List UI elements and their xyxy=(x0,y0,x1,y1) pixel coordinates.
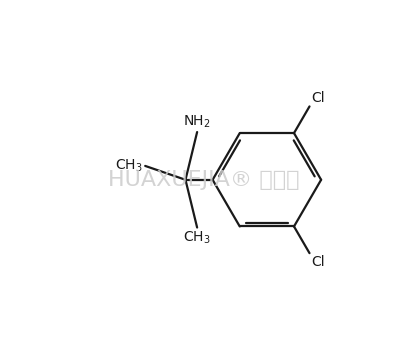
Text: CH$_3$: CH$_3$ xyxy=(183,230,211,246)
Text: Cl: Cl xyxy=(311,91,325,105)
Text: NH$_2$: NH$_2$ xyxy=(183,113,211,130)
Text: CH$_3$: CH$_3$ xyxy=(115,158,143,174)
Text: HUAXUEJIA® 化学加: HUAXUEJIA® 化学加 xyxy=(109,170,300,190)
Text: Cl: Cl xyxy=(311,255,325,269)
